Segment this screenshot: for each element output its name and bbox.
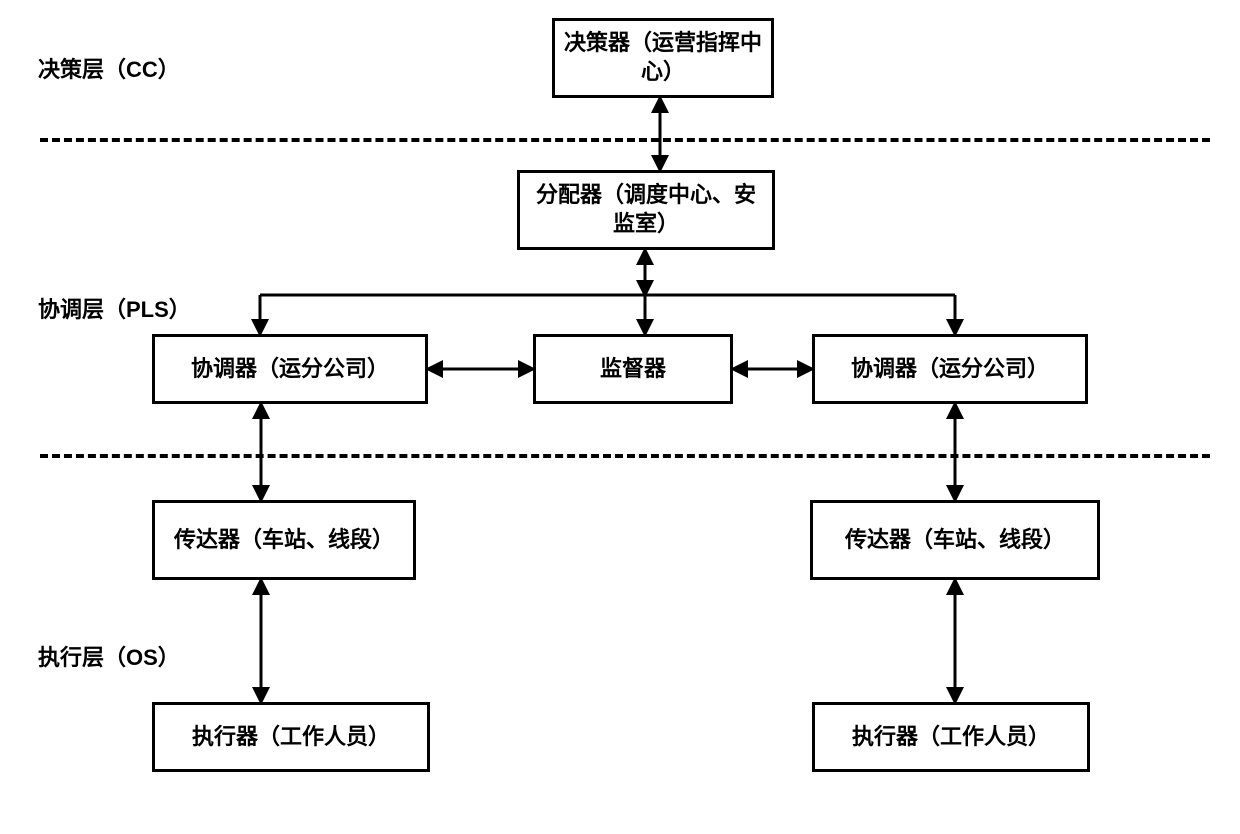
- node-text: 决策器（运营指挥中心）: [563, 29, 763, 86]
- node-text: 监督器: [600, 355, 666, 384]
- node-monitor: 监督器: [533, 334, 733, 404]
- layer-label-pls: 协调层（PLS）: [38, 292, 191, 324]
- label-text: 决策层（CC）: [38, 57, 180, 82]
- label-text: 执行层（OS）: [38, 645, 180, 670]
- node-exec-right: 执行器（工作人员）: [812, 702, 1090, 772]
- node-text: 执行器（工作人员）: [192, 723, 390, 752]
- label-text: 协调层（PLS）: [38, 297, 191, 322]
- node-text: 传达器（车站、线段）: [174, 526, 394, 555]
- node-text: 协调器（运分公司）: [851, 355, 1049, 384]
- dashed-separator-2: [40, 454, 1210, 458]
- dashed-separator-1: [40, 138, 1210, 142]
- node-exec-left: 执行器（工作人员）: [152, 702, 430, 772]
- layer-label-os: 执行层（OS）: [38, 640, 180, 672]
- node-relay-right: 传达器（车站、线段）: [810, 500, 1100, 580]
- node-decision: 决策器（运营指挥中心）: [552, 18, 774, 98]
- node-text: 执行器（工作人员）: [852, 723, 1050, 752]
- node-relay-left: 传达器（车站、线段）: [152, 500, 416, 580]
- layer-label-cc: 决策层（CC）: [38, 52, 180, 84]
- node-coord-right: 协调器（运分公司）: [812, 334, 1088, 404]
- node-text: 传达器（车站、线段）: [845, 526, 1065, 555]
- node-allocator: 分配器（调度中心、安监室）: [517, 170, 775, 250]
- node-text: 协调器（运分公司）: [191, 355, 389, 384]
- node-coord-left: 协调器（运分公司）: [152, 334, 428, 404]
- node-text: 分配器（调度中心、安监室）: [528, 181, 764, 238]
